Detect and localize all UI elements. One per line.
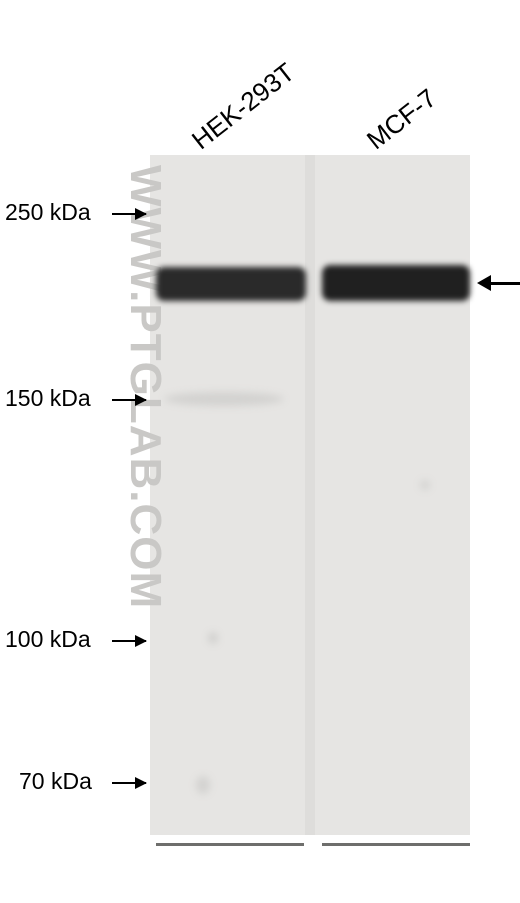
marker-label-250: 250 kDa bbox=[5, 199, 91, 226]
marker-label-70: 70 kDa bbox=[19, 768, 92, 795]
figure-canvas: HEK-293T MCF-7 WWW.PTGLAB.COM 250 kDa 15… bbox=[0, 0, 520, 903]
lane-label-2: MCF-7 bbox=[361, 83, 443, 156]
lane-2-bg bbox=[315, 155, 470, 835]
lane-gap bbox=[305, 155, 315, 835]
smudge bbox=[164, 392, 284, 406]
lane-1-bg bbox=[150, 155, 305, 835]
arrow-left-icon bbox=[477, 275, 491, 291]
lane-1-underline bbox=[156, 843, 304, 846]
smudge bbox=[196, 776, 210, 794]
marker-arrow-150 bbox=[112, 399, 146, 401]
marker-arrow-250 bbox=[112, 213, 146, 215]
marker-arrow-100 bbox=[112, 640, 146, 642]
marker-label-100: 100 kDa bbox=[5, 626, 91, 653]
lane-2-underline bbox=[322, 843, 470, 846]
band-indicator-arrow bbox=[478, 275, 520, 292]
marker-label-150: 150 kDa bbox=[5, 385, 91, 412]
smudge bbox=[208, 632, 218, 644]
arrow-shaft bbox=[490, 282, 520, 285]
marker-arrow-70 bbox=[112, 782, 146, 784]
smudge bbox=[420, 480, 430, 490]
blot-membrane bbox=[150, 155, 470, 835]
lane-label-1: HEK-293T bbox=[186, 57, 301, 156]
band-lane1 bbox=[156, 267, 306, 301]
band-lane2 bbox=[322, 265, 470, 301]
